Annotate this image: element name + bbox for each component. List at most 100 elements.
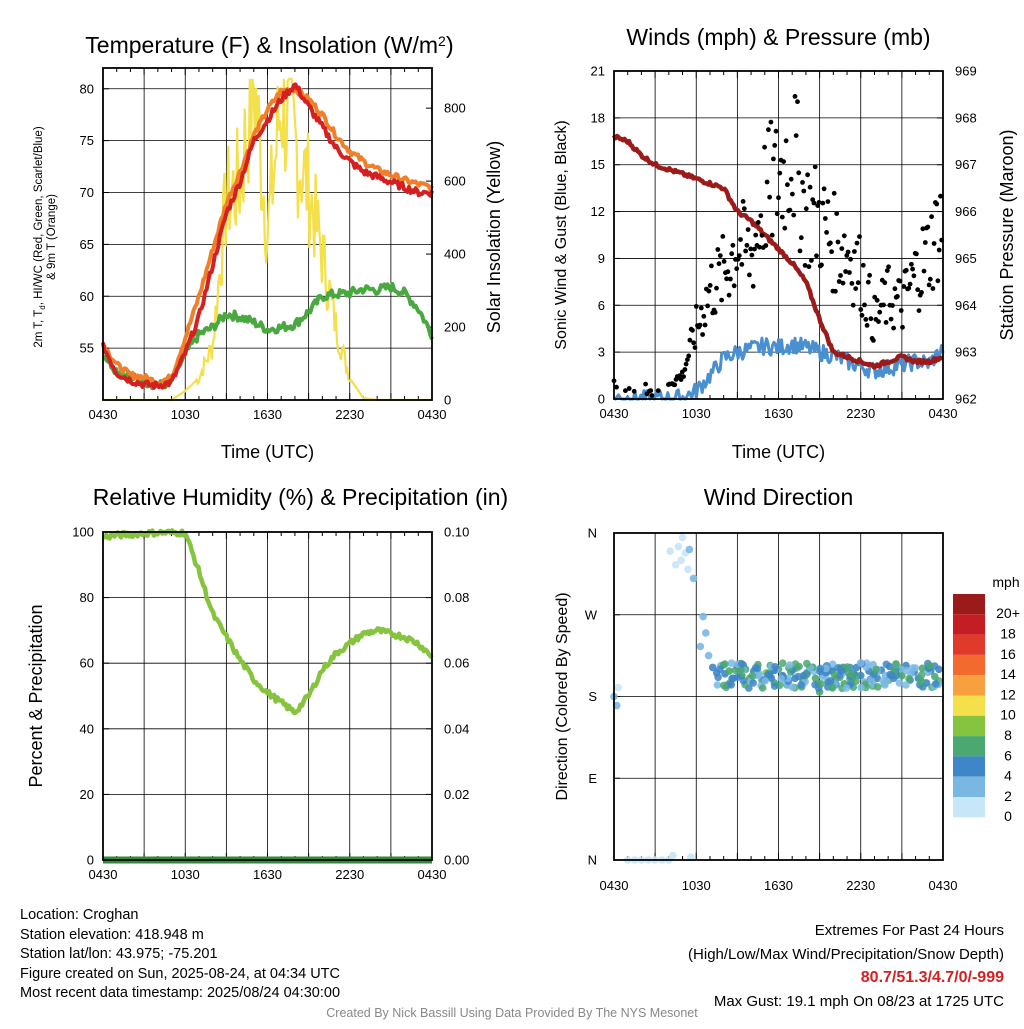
gust-point [900,324,905,330]
direction-point [817,680,825,688]
gust-point [781,159,786,165]
direction-point [748,671,757,680]
gust-point [903,267,909,273]
colorbar-swatch [953,736,985,757]
gust-point [833,288,838,294]
direction-point [685,545,694,554]
station-elevation: Station elevation: 418.948 m [20,926,204,943]
direction-point [684,565,692,574]
y2-tick-label: 0.10 [444,525,469,540]
direction-point [727,681,736,689]
direction-point [708,663,717,672]
gust-point [736,253,742,258]
y2-tick-label: 968 [955,110,977,125]
plot-frame [102,531,433,861]
gust-point [677,373,683,379]
y-axis-label-subscript: d [38,305,47,309]
direction-point [852,677,860,685]
x-tick-label: 0430 [600,878,629,893]
gust-point [740,199,746,204]
gust-point [648,388,654,393]
y2-tick-label: 0.06 [444,656,469,671]
gust-point [936,247,942,253]
extremes-title: Extremes For Past 24 Hours [814,922,1004,939]
station-latlon: Station lat/lon: 43.975; -75.201 [20,946,218,962]
gust-point [931,241,937,246]
y-tick-label: 21 [591,64,605,79]
gust-point [895,294,900,299]
gust-point [864,323,870,328]
gust-point [735,256,741,262]
direction-point [666,547,674,555]
colorbar-swatch [953,776,985,797]
gust-point [728,276,733,282]
gust-point [717,253,723,258]
y-tick-label: N [588,526,597,541]
gust-point [714,285,719,291]
gust-point [725,269,731,275]
y2-tick-label: 600 [444,174,466,189]
colorbar-swatch [953,695,985,716]
gust-point [734,266,740,272]
gust-point [927,276,933,282]
direction-point [830,670,838,679]
gust-point [773,128,779,134]
gust-point [922,240,928,245]
gust-point [854,240,860,246]
colorbar-label: 20+ [996,605,1020,621]
direction-point [887,671,896,680]
direction-point [911,664,919,672]
y-tick-label: 75 [80,133,94,148]
figure-created: Figure created on Sun, 2025-08-24, at 04… [20,965,340,982]
x-tick-label: 1630 [764,878,793,893]
gust-point [730,242,736,248]
direction-point [739,676,748,685]
direction-point [777,674,785,683]
gust-point [860,262,866,268]
gust-point [829,249,834,255]
direction-point [728,674,736,683]
gust-point [862,302,867,308]
direction-point [725,667,733,675]
gust-point [643,381,648,387]
y-axis-label: Sonic Wind & Gust (Blue, Black) [553,120,570,349]
direction-point [716,665,724,674]
direction-point [867,676,875,684]
direction-point [842,684,851,692]
gust-point [930,286,936,291]
gust-point [766,127,771,133]
gust-point [807,184,813,190]
colorbar-label: 6 [1004,747,1012,763]
gust-point [888,316,894,322]
gust-point [921,268,927,274]
gust-point [891,325,896,331]
gust-point [698,305,704,311]
colorbar-swatch [953,614,985,635]
y2-tick-label: 0.08 [444,590,469,605]
y-axis-label-group: Direction (Colored By Speed) [554,592,571,800]
gust-point [907,281,913,287]
pressure-line [611,133,944,370]
y2-tick-label: 0.02 [444,787,469,802]
y-tick-label: 40 [80,721,94,736]
x-tick-label: 1030 [171,407,200,422]
colorbar-swatch [953,654,985,676]
gust-point [820,200,826,206]
gust-point [882,280,888,286]
gust-point [701,313,707,319]
station-location: Location: Croghan [20,907,139,923]
gust-point [783,138,789,144]
gust-point [774,211,780,217]
gust-point [916,308,922,313]
gust-point [777,170,783,176]
y-axis-label-line2: & 9m T (Orange) [46,194,58,280]
colorbar-label: 10 [1000,707,1016,723]
gust-point [797,248,803,254]
gust-point [759,232,765,238]
direction-point [770,682,779,690]
gust-point [845,249,851,255]
direction-point [902,681,910,689]
direction-point [737,666,745,674]
y-tick-label: 65 [80,237,94,252]
